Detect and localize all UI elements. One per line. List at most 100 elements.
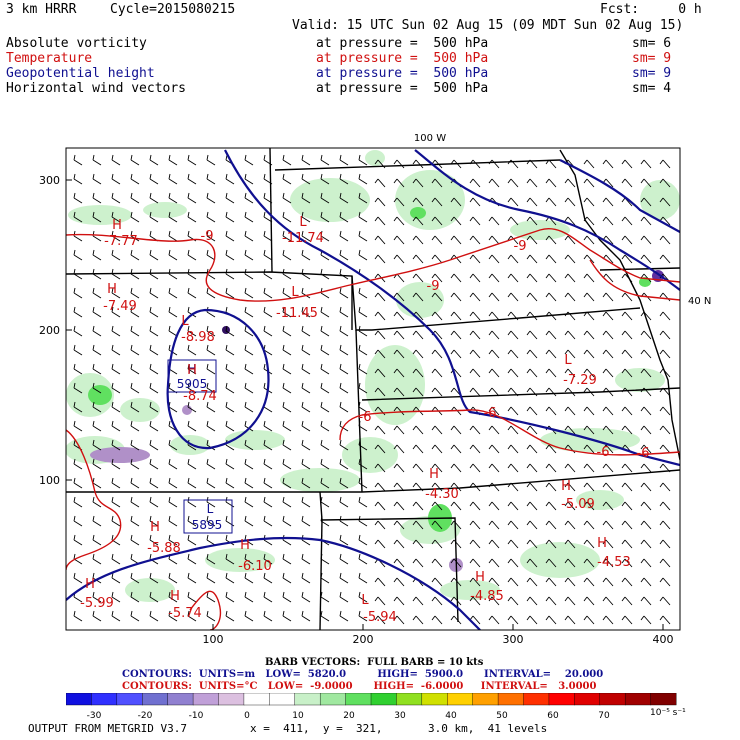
wind-barb: [244, 249, 254, 261]
wind-barb: [640, 596, 652, 606]
wind-barb: [358, 363, 368, 375]
wind-barb: [488, 596, 500, 606]
wind-barb: [244, 401, 254, 413]
wind-barb: [73, 458, 83, 470]
wind-barb: [412, 501, 424, 511]
wind-barb: [301, 173, 311, 185]
wind-barb: [111, 591, 121, 603]
wind-barb: [263, 610, 273, 622]
wind-barb: [92, 325, 102, 337]
wind-barb: [301, 363, 311, 375]
wind-barb: [488, 159, 500, 169]
colorbar-label: 10: [292, 711, 304, 721]
wind-barb: [621, 406, 633, 416]
wind-barb: [73, 344, 83, 356]
wind-barb: [263, 249, 273, 261]
wind-barb: [412, 197, 424, 207]
wind-barb: [564, 273, 576, 283]
wind-barb: [393, 406, 405, 416]
wind-barb: [583, 425, 595, 435]
wind-barb: [187, 477, 197, 489]
wind-barb: [659, 539, 671, 549]
wind-barb: [583, 159, 595, 169]
wind-barb: [320, 230, 330, 242]
wind-barb: [564, 349, 576, 359]
wind-barb: [168, 154, 178, 166]
wind-barb: [621, 349, 633, 359]
height-contours: [66, 149, 680, 630]
wind-barb: [111, 154, 121, 166]
wind-barb: [358, 572, 368, 584]
wind-barb: [244, 211, 254, 223]
wind-barb: [621, 368, 633, 378]
wind-barb: [393, 387, 405, 397]
wind-barb: [282, 230, 292, 242]
wind-barb: [168, 325, 178, 337]
wind-barb: [545, 387, 557, 397]
wind-barb: [374, 197, 386, 207]
wind-barb: [282, 249, 292, 261]
wind-barb: [130, 477, 140, 489]
wind-barb: [583, 539, 595, 549]
wind-barb: [130, 325, 140, 337]
wind-barb: [431, 178, 443, 188]
wind-barb: [488, 539, 500, 549]
wind-barb: [225, 496, 235, 508]
wind-barb: [244, 154, 254, 166]
contour-label-3: -6: [359, 410, 372, 425]
field-level-vorticity: at pressure = 500 hPa: [316, 36, 489, 51]
wind-barb: [244, 496, 254, 508]
wind-barb: [73, 420, 83, 432]
wind-barb: [73, 192, 83, 204]
wind-barb: [339, 173, 349, 185]
wind-barb: [450, 273, 462, 283]
wind-barb: [149, 325, 159, 337]
wind-barb: [431, 349, 443, 359]
wind-barb: [263, 553, 273, 565]
wind-barb: [130, 496, 140, 508]
wind-barb: [431, 311, 443, 321]
temp-value-8: -5.09: [561, 497, 595, 512]
wind-barb: [301, 591, 311, 603]
wind-barb: [339, 477, 349, 489]
wind-barb: [263, 496, 273, 508]
wind-barb: [469, 197, 481, 207]
wind-barb: [73, 496, 83, 508]
wind-barb: [564, 520, 576, 530]
wind-barb: [412, 292, 424, 302]
height-kind-l: L: [207, 502, 214, 516]
wind-barb: [564, 425, 576, 435]
wind-barb: [282, 192, 292, 204]
wind-barb: [545, 596, 557, 606]
wind-barb: [545, 292, 557, 302]
wind-barb: [583, 292, 595, 302]
colorbar-cell: [192, 693, 220, 706]
temp-value-14: -4.85: [470, 589, 504, 604]
wind-barb: [320, 439, 330, 451]
wind-barb: [225, 477, 235, 489]
wind-barb: [187, 534, 197, 546]
colorbar-cell: [142, 693, 169, 706]
wind-barb: [450, 444, 462, 454]
wind-barb: [149, 420, 159, 432]
wind-barb: [168, 192, 178, 204]
wind-barb: [469, 596, 481, 606]
colorbar-cell: [447, 693, 474, 706]
wind-barb: [621, 482, 633, 492]
wind-barb: [168, 401, 178, 413]
wind-barb: [282, 610, 292, 622]
wind-barb: [526, 216, 538, 226]
colorbar-cell: [116, 693, 143, 706]
colorbar-cell: [396, 693, 423, 706]
wind-barb: [659, 197, 671, 207]
wind-barb: [374, 216, 386, 226]
wind-barb: [282, 154, 292, 166]
wind-barb: [640, 197, 652, 207]
footer-output: OUTPUT FROM METGRID V3.7: [28, 722, 187, 735]
wind-barb: [130, 439, 140, 451]
wind-barb: [168, 439, 178, 451]
wind-barb: [187, 154, 197, 166]
wind-barb: [602, 349, 614, 359]
wind-barb: [469, 520, 481, 530]
height-kind-h: H: [187, 362, 196, 376]
